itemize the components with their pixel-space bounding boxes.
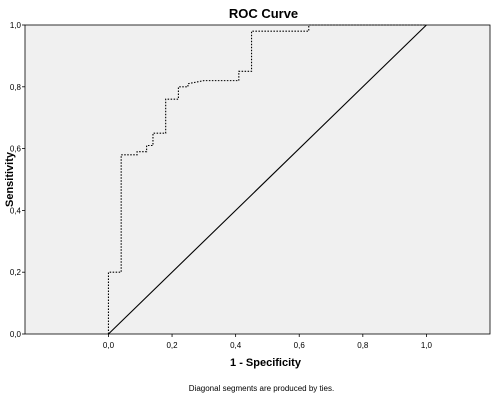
x-tick-label: 0,0 xyxy=(103,341,115,350)
y-tick-label: 0,2 xyxy=(10,268,22,277)
y-tick-label: 0,0 xyxy=(10,330,22,339)
x-axis-label: 1 - Specificity xyxy=(230,357,302,369)
x-tick-label: 1,0 xyxy=(421,341,433,350)
x-tick-label: 0,8 xyxy=(357,341,369,350)
y-tick-label: 0,4 xyxy=(10,206,22,215)
y-tick-label: 0,8 xyxy=(10,83,22,92)
y-tick-label: 1,0 xyxy=(10,21,22,30)
chart-title: ROC Curve xyxy=(229,6,298,21)
x-tick-label: 0,4 xyxy=(230,341,242,350)
y-tick-label: 0,6 xyxy=(10,145,22,154)
chart-footnote: Diagonal segments are produced by ties. xyxy=(189,384,334,393)
reference-diagonal-line xyxy=(108,24,427,335)
plot-area xyxy=(24,24,491,335)
x-tick-label: 0,6 xyxy=(294,341,306,350)
x-tick-label: 0,2 xyxy=(166,341,178,350)
y-axis-label: Sensitivity xyxy=(4,151,16,207)
roc-curve-line xyxy=(107,24,427,334)
